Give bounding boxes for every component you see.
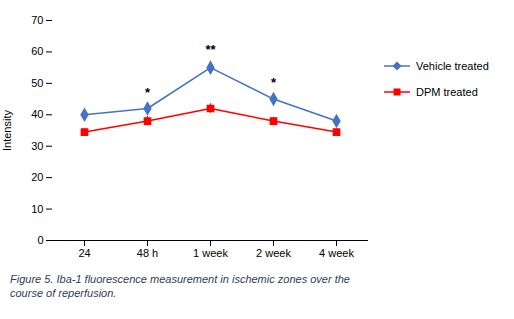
svg-text:60: 60 (31, 45, 43, 57)
svg-text:1 week: 1 week (193, 247, 228, 259)
svg-text:70: 70 (31, 14, 43, 26)
svg-text:*: * (271, 75, 277, 90)
svg-text:**: ** (205, 42, 216, 57)
svg-text:2 week: 2 week (256, 247, 291, 259)
svg-text:0: 0 (37, 234, 43, 246)
svg-text:10: 10 (31, 203, 43, 215)
svg-text:30: 30 (31, 140, 43, 152)
svg-text:50: 50 (31, 77, 43, 89)
html-text:DPM treated: DPM treated (416, 86, 478, 98)
svg-text:*: * (145, 85, 151, 100)
svg-text:Intensity: Intensity (1, 110, 13, 151)
svg-text:48 h: 48 h (137, 247, 158, 259)
svg-text:24: 24 (78, 247, 90, 259)
html-text:Vehicle treated: Vehicle treated (416, 60, 489, 72)
svg-text:40: 40 (31, 108, 43, 120)
svg-text:20: 20 (31, 171, 43, 183)
svg-text:4 week: 4 week (319, 247, 354, 259)
html-text:Figure 5. Iba-1 fluorescence m: Figure 5. Iba-1 fluorescence measurement… (10, 273, 350, 300)
